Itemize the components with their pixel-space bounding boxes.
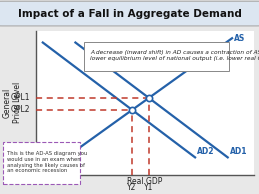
X-axis label: Real GDP: Real GDP [127, 177, 163, 186]
Text: General
Price Level: General Price Level [3, 82, 22, 123]
Text: This is the AD-AS diagram you
would use in an exam when
analysing the likely cau: This is the AD-AS diagram you would use … [7, 151, 88, 173]
FancyBboxPatch shape [3, 142, 80, 184]
Text: Y1: Y1 [144, 183, 154, 192]
FancyBboxPatch shape [84, 42, 229, 71]
Text: AD1: AD1 [230, 147, 247, 156]
FancyBboxPatch shape [0, 1, 259, 26]
Text: GPL2: GPL2 [10, 105, 30, 114]
Text: AS: AS [234, 34, 246, 43]
Text: A decrease (inward shift) in AD causes a contraction of AS and a
lower equilibri: A decrease (inward shift) in AD causes a… [90, 50, 259, 61]
Text: Y2: Y2 [127, 183, 137, 192]
Text: AD2: AD2 [197, 147, 215, 156]
Text: GPL1: GPL1 [10, 94, 30, 102]
Text: Impact of a Fall in Aggregate Demand: Impact of a Fall in Aggregate Demand [18, 9, 241, 19]
